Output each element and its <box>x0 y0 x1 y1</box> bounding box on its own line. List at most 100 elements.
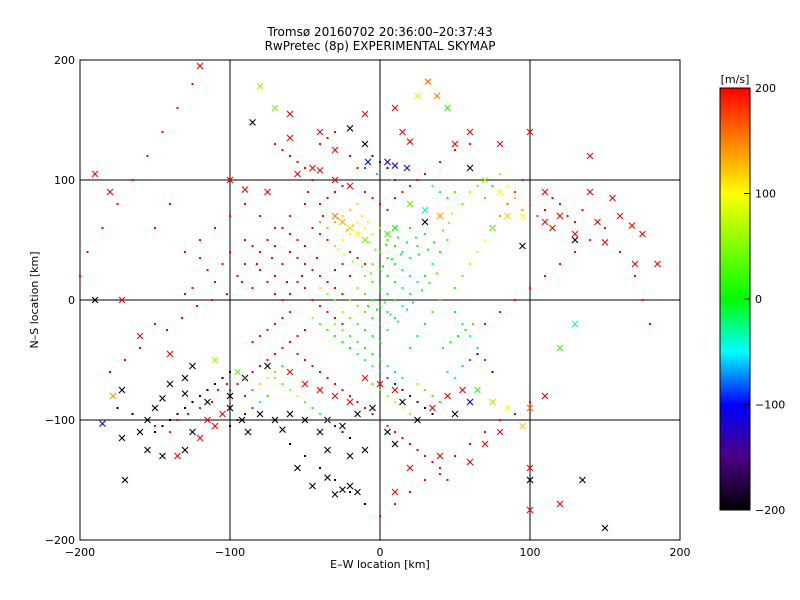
data-point-x <box>526 506 534 514</box>
data-point-dot <box>86 251 89 253</box>
data-point-x <box>556 344 564 352</box>
data-point-dot <box>326 311 329 313</box>
data-point-x <box>481 176 489 184</box>
data-point-x <box>309 482 316 490</box>
data-point-dot <box>379 287 381 289</box>
data-point-dot <box>266 329 269 331</box>
data-point-dot <box>169 203 171 205</box>
data-point-dot <box>401 437 404 439</box>
data-point-dot <box>334 323 336 325</box>
data-point-dot <box>499 311 501 313</box>
data-point-dot <box>289 215 291 217</box>
data-point-x <box>286 110 294 118</box>
data-point-dot <box>341 431 344 433</box>
data-point-dot <box>304 245 306 247</box>
data-point-dot <box>461 323 464 325</box>
data-point-dot <box>326 227 329 229</box>
data-point-dot <box>334 287 336 289</box>
data-point-dot <box>191 401 194 403</box>
data-point-dot <box>266 395 269 397</box>
data-point-x <box>159 395 166 402</box>
data-point-dot <box>326 329 329 331</box>
data-point-x <box>346 482 354 490</box>
data-point-dot <box>397 236 399 239</box>
colorbar: [m/s] −200 −100 0 100 200 <box>719 73 785 517</box>
data-point-dot <box>371 263 374 265</box>
data-point-dot <box>506 203 509 205</box>
data-point-dot <box>334 269 336 271</box>
data-point-dot <box>469 335 471 337</box>
data-point-dot <box>409 413 411 415</box>
data-point-dot <box>581 209 584 211</box>
data-point-dot <box>274 377 276 379</box>
data-point-dot <box>311 317 314 319</box>
data-point-dot <box>431 185 434 187</box>
data-point-x <box>331 392 339 400</box>
data-point-x <box>609 194 616 202</box>
data-point-dot <box>544 209 546 211</box>
data-point-dot <box>409 347 411 349</box>
data-point-dot <box>319 233 321 235</box>
data-point-x <box>571 236 579 244</box>
data-point-dot <box>259 401 261 403</box>
data-point-dot <box>431 311 434 313</box>
data-point-dot <box>304 455 306 457</box>
data-point-dot <box>199 407 201 409</box>
data-point-dot <box>394 383 396 385</box>
data-point-dot <box>454 191 456 193</box>
data-point-dot <box>364 329 366 331</box>
data-point-dot <box>401 389 404 391</box>
data-point-x <box>579 476 586 484</box>
data-point-x <box>399 128 406 136</box>
data-point-dot <box>364 167 366 169</box>
data-point-dot <box>454 149 456 151</box>
data-point-x <box>481 440 489 448</box>
data-point-dot <box>431 461 434 463</box>
data-point-dot <box>439 401 441 403</box>
data-point-dot <box>491 371 494 373</box>
data-point-dot <box>244 239 246 241</box>
data-point-dot <box>334 131 336 133</box>
data-point-dot <box>206 389 209 391</box>
data-point-dot <box>251 341 254 343</box>
data-point-dot <box>229 371 231 373</box>
data-point-dot <box>386 425 389 427</box>
data-point-dot <box>379 419 381 421</box>
data-point-dot <box>281 149 284 151</box>
data-point-dot <box>311 299 314 301</box>
data-point-dot <box>139 347 141 349</box>
data-point-x <box>189 362 196 370</box>
data-point-x <box>316 428 324 436</box>
data-point-dot <box>361 265 363 268</box>
data-point-dot <box>559 203 561 205</box>
data-point-x <box>406 200 414 208</box>
data-point-dot <box>386 167 389 169</box>
data-point-dot <box>281 347 284 349</box>
data-point-dot <box>379 161 381 163</box>
data-point-dot <box>259 383 261 385</box>
data-point-x <box>226 176 234 184</box>
x-tick-label: −200 <box>65 546 95 559</box>
data-point-x <box>391 440 399 448</box>
data-point-dot <box>199 395 201 397</box>
data-point-dot <box>274 353 276 355</box>
data-point-x <box>376 380 384 388</box>
data-point-dot <box>311 365 314 367</box>
data-point-x <box>244 428 252 436</box>
data-point-x <box>586 188 594 196</box>
data-point-dot <box>196 305 198 307</box>
data-point-x <box>639 230 646 238</box>
data-point-dot <box>401 305 404 307</box>
data-point-dot <box>281 227 284 229</box>
data-point-dot <box>343 253 345 256</box>
data-point-dot <box>334 425 336 427</box>
data-point-dot <box>274 245 276 247</box>
data-point-dot <box>401 269 404 271</box>
data-point-x <box>294 170 301 178</box>
data-point-dot <box>154 227 156 229</box>
data-point-dot <box>311 227 314 229</box>
chart-subtitle: RwPretec (8p) EXPERIMENTAL SKYMAP <box>265 39 496 53</box>
data-point-dot <box>337 248 339 251</box>
data-point-dot <box>319 323 321 325</box>
data-point-dot <box>304 287 306 289</box>
